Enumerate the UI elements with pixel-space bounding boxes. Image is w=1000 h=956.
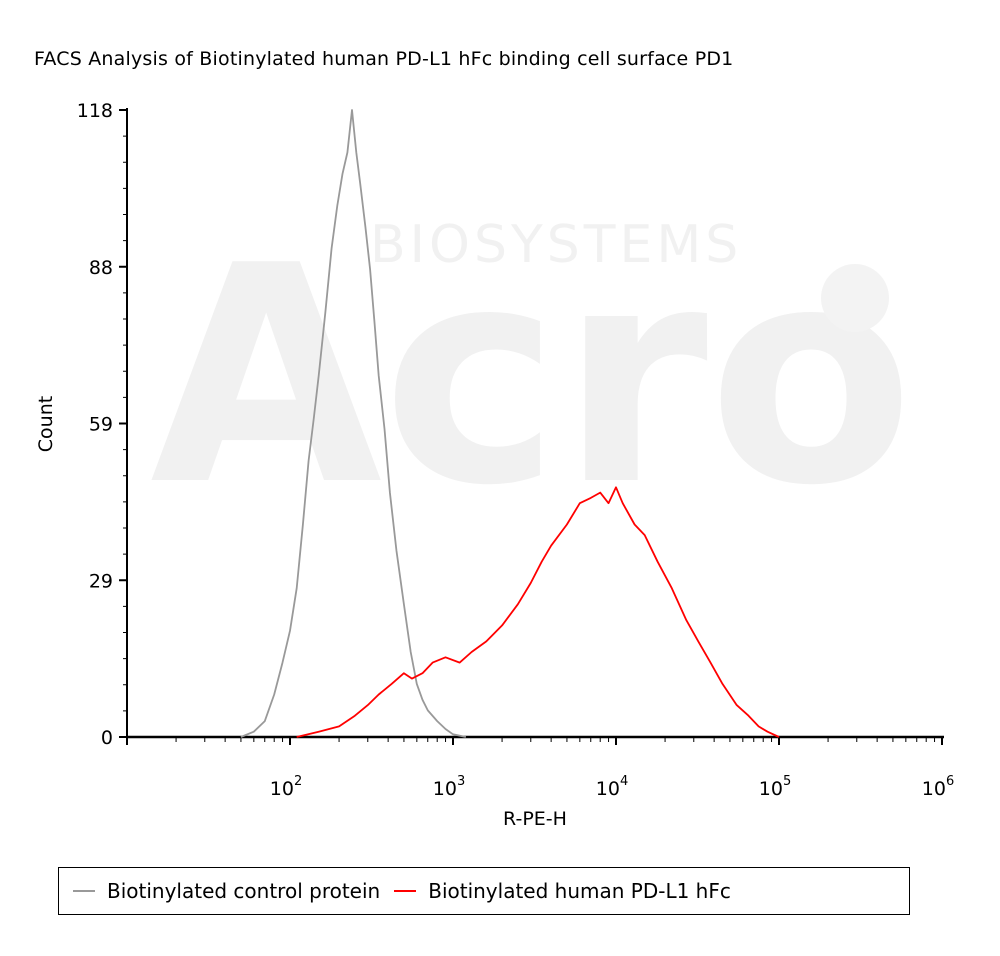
chart-title: FACS Analysis of Biotinylated human PD-L… <box>34 48 734 70</box>
histogram-plot: Acro BIOSYSTEMS 0 29 59 88 118 102 103 104 105 10… <box>35 100 955 830</box>
x-tick-label: 104 <box>596 774 628 800</box>
legend: Biotinylated control protein Biotinylate… <box>58 867 910 915</box>
legend-swatch-control <box>73 890 95 892</box>
watermark-dot-icon <box>821 264 889 332</box>
x-tick-label: 105 <box>759 774 791 800</box>
y-tick-label: 59 <box>89 414 113 436</box>
x-axis-label: R-PE-H <box>503 808 567 830</box>
y-tick-label: 29 <box>89 570 113 592</box>
y-tick-label: 0 <box>101 727 113 749</box>
x-tick-label: 103 <box>433 774 465 800</box>
legend-item-pdl1: Biotinylated human PD-L1 hFc <box>394 879 731 903</box>
x-tick-label: 106 <box>922 774 954 800</box>
series-line-0 <box>240 109 467 738</box>
legend-swatch-pdl1 <box>394 890 417 892</box>
series-layer <box>240 109 780 738</box>
watermark-subtitle: BIOSYSTEMS <box>370 215 742 275</box>
watermark: Acro BIOSYSTEMS <box>150 202 914 551</box>
y-axis-label: Count <box>35 396 57 452</box>
legend-label-pdl1: Biotinylated human PD-L1 hFc <box>428 879 731 903</box>
y-tick-label: 88 <box>89 257 113 279</box>
legend-item-control: Biotinylated control protein <box>73 879 380 903</box>
y-tick-label: 118 <box>77 100 113 122</box>
series-line-1 <box>296 486 780 738</box>
legend-label-control: Biotinylated control protein <box>107 879 381 903</box>
axes: 0 29 59 88 118 102 103 104 105 106 <box>77 100 955 800</box>
watermark-brand: Acro <box>150 202 914 551</box>
x-tick-label: 102 <box>270 774 302 800</box>
